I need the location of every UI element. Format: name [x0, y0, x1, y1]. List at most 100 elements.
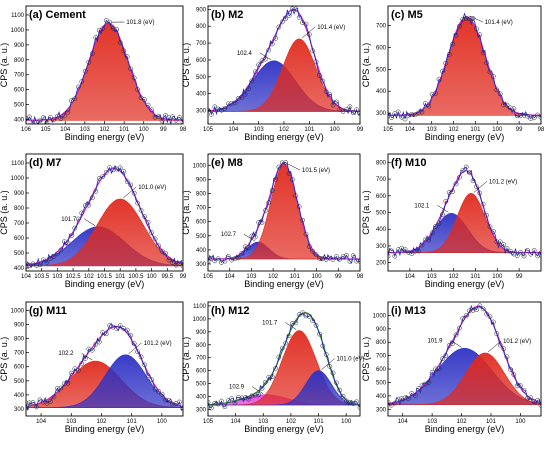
plot-area-d [24, 166, 185, 269]
y-tick-label-i: 700 [376, 354, 387, 360]
y-axis-label-a: CPS (a. u.) [0, 43, 9, 88]
plot-area-c [386, 14, 543, 122]
y-tick-label-i: 500 [376, 380, 387, 386]
x-tick-label-c: 105 [383, 127, 394, 133]
panel-title-f: (f) M10 [391, 157, 426, 169]
y-tick-label-f: 400 [376, 227, 387, 233]
x-tick-label-h: 100 [341, 419, 352, 425]
y-axis-label-f: CPS (a. u.) [361, 190, 371, 235]
x-tick-label-e: 105 [203, 274, 214, 280]
y-tick-label-g: 1000 [11, 308, 25, 314]
x-tick-label-h: 105 [203, 419, 214, 425]
peak-annotation-e: 101.5 (eV) [302, 168, 330, 174]
x-tick-label-b: 104 [228, 127, 239, 133]
panel-title-g: (g) M11 [29, 305, 67, 317]
y-tick-label-f: 200 [376, 261, 387, 267]
x-tick-label-e: 99 [335, 274, 342, 280]
y-axis-label-g: CPS (a. u.) [0, 337, 9, 382]
y-tick-label-a: 500 [14, 103, 25, 109]
y-axis-label-e: CPS (a. u.) [181, 190, 191, 235]
x-axis-label-b: Binding energy (eV) [244, 132, 324, 142]
y-tick-label-c: 700 [376, 24, 387, 30]
x-tick-label-b: 105 [203, 127, 214, 133]
y-tick-label-b: 900 [196, 7, 207, 13]
peak-annotation-d: 101.7 [61, 217, 77, 223]
peak-annotation-h: 101.7 [262, 321, 278, 327]
x-tick-label-c: 104 [405, 127, 416, 133]
x-tick-label-d: 103.5 [34, 274, 50, 280]
x-tick-label-d: 104 [21, 274, 32, 280]
panel-title-c: (c) M5 [391, 9, 423, 21]
annotation-leader-i [451, 340, 462, 347]
y-tick-label-h: 1000 [193, 317, 207, 323]
y-axis-label-h: CPS (a. u.) [181, 337, 191, 382]
x-tick-label-i: 104 [398, 419, 409, 425]
peak-annotation-i: 101.2 (eV) [503, 339, 531, 345]
y-tick-label-d: 800 [14, 206, 25, 212]
x-axis-label-c: Binding energy (eV) [425, 132, 505, 142]
peak-annotation-f: 102.1 [414, 203, 430, 209]
peak-e-1 [208, 165, 360, 259]
y-tick-label-d: 1000 [11, 176, 25, 182]
y-tick-label-b: 700 [196, 41, 207, 47]
x-axis-label-h: Binding energy (eV) [244, 424, 324, 434]
panel-title-b: (b) M2 [211, 9, 243, 21]
peak-annotation-d: 101.0 (eV) [138, 185, 166, 191]
x-axis-label-i: Binding energy (eV) [425, 424, 505, 434]
y-tick-label-d: 1100 [11, 161, 25, 167]
peak-annotation-b: 102.4 [237, 51, 253, 57]
x-tick-label-a: 98 [180, 127, 187, 133]
y-tick-label-f: 500 [376, 211, 387, 217]
plot-area-f [386, 165, 543, 258]
y-tick-label-e: 400 [196, 248, 207, 254]
y-tick-label-b: 500 [196, 75, 207, 81]
y-tick-label-e: 300 [196, 262, 207, 268]
x-tick-label-a: 106 [21, 127, 32, 133]
y-tick-label-i: 600 [376, 367, 387, 373]
annotation-leader-d [84, 219, 95, 226]
y-tick-label-a: 700 [14, 73, 25, 79]
y-tick-label-i: 800 [376, 340, 387, 346]
y-tick-label-g: 300 [14, 407, 25, 413]
y-tick-label-d: 600 [14, 236, 25, 242]
peak-annotation-b: 101.4 (eV) [317, 25, 345, 31]
x-tick-label-g: 100 [157, 419, 168, 425]
x-tick-label-d: 99 [180, 274, 187, 280]
x-tick-label-d: 99.5 [161, 274, 173, 280]
y-tick-label-e: 600 [196, 220, 207, 226]
y-tick-label-e: 900 [196, 177, 207, 183]
x-tick-label-e: 98 [357, 274, 364, 280]
peak-annotation-g: 101.2 (eV) [144, 341, 172, 347]
peak-b-1 [208, 39, 360, 112]
y-tick-label-b: 800 [196, 24, 207, 30]
y-tick-label-c: 600 [376, 46, 387, 52]
y-tick-label-c: 300 [376, 111, 387, 117]
plot-area-e [206, 160, 362, 264]
y-tick-label-i: 400 [376, 394, 387, 400]
y-tick-label-f: 300 [376, 244, 387, 250]
y-axis-label-c: CPS (a. u.) [361, 43, 371, 88]
y-tick-label-f: 600 [376, 194, 387, 200]
panel-title-h: (h) M12 [211, 305, 250, 317]
x-tick-label-h: 104 [231, 419, 242, 425]
y-axis-label-d: CPS (a. u.) [0, 190, 9, 235]
y-tick-label-a: 800 [14, 58, 25, 64]
x-tick-label-d: 100 [147, 274, 158, 280]
y-tick-label-h: 500 [196, 382, 207, 388]
y-tick-label-c: 500 [376, 67, 387, 73]
peak-annotation-a: 101.8 (eV) [126, 20, 154, 26]
y-tick-label-b: 300 [196, 109, 207, 115]
x-tick-label-i: 100 [515, 419, 526, 425]
y-tick-label-h: 400 [196, 395, 207, 401]
x-tick-label-f: 99 [516, 274, 523, 280]
peak-c-0 [388, 17, 541, 115]
y-tick-label-h: 900 [196, 330, 207, 336]
x-tick-label-e: 104 [225, 274, 236, 280]
